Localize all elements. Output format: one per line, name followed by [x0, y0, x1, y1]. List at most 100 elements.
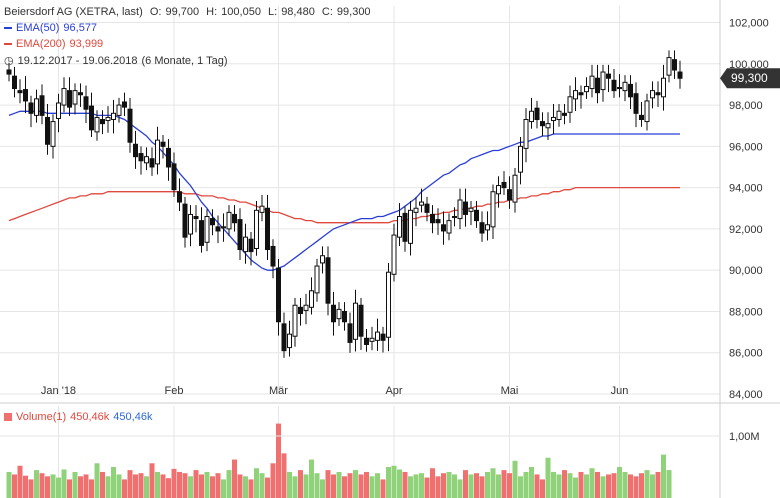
candle-body — [430, 213, 435, 224]
candle-body — [479, 222, 485, 234]
ema200-swatch — [4, 43, 12, 46]
x-tick-label: Jan '18 — [41, 385, 76, 397]
candle-body — [336, 308, 342, 320]
volume-bar — [639, 473, 644, 498]
volume-bar — [452, 474, 457, 498]
candle-body — [127, 108, 133, 143]
volume-bar — [237, 474, 243, 498]
volume-bar — [45, 476, 50, 498]
candle-body — [254, 209, 259, 250]
candle-body — [446, 220, 452, 234]
volume-label: Volume(1) — [16, 411, 67, 423]
candle-body — [595, 77, 600, 94]
candle-body — [600, 71, 606, 91]
candle-body — [287, 333, 292, 349]
volume-bar — [111, 467, 116, 498]
candle-body — [457, 199, 463, 220]
candle-body — [490, 191, 496, 228]
candle-body — [551, 116, 556, 122]
ema50-value: 96,577 — [63, 22, 98, 34]
volume-bar — [89, 479, 94, 498]
volume-bar — [430, 468, 435, 498]
y-tick-label: 96,000 — [729, 141, 763, 153]
candle-body — [155, 139, 160, 165]
candle-body — [138, 153, 144, 162]
high-value: 100,050 — [221, 6, 261, 18]
candle-body — [529, 110, 534, 123]
candle-body — [639, 114, 644, 121]
volume-swatch — [4, 413, 12, 422]
volume-bar — [364, 471, 369, 498]
candle-body — [144, 156, 149, 164]
ema200-value: 93,999 — [69, 38, 104, 50]
candle-body — [573, 90, 578, 100]
volume-bar — [435, 476, 441, 498]
candle-body — [375, 331, 380, 341]
volume-bar — [358, 474, 364, 498]
volume-bar — [221, 479, 226, 498]
candle-body — [534, 107, 540, 121]
candle-body — [199, 220, 204, 246]
period: (6 Monate, 1 Tag) — [141, 55, 228, 67]
volume-bar — [83, 474, 89, 498]
y-tick-label: 88,000 — [729, 306, 763, 318]
volume-bar — [397, 469, 402, 498]
date-range: 19.12.2017 - 19.06.2018 — [17, 55, 138, 67]
candle-body — [28, 102, 34, 114]
volume-bar — [254, 468, 259, 498]
volume-bar — [28, 479, 34, 498]
candle-body — [364, 337, 369, 345]
candle-body — [518, 145, 523, 173]
volume-bar — [204, 471, 210, 498]
volume-bar — [534, 474, 540, 498]
volume-bar — [67, 479, 72, 498]
candle-body — [562, 112, 567, 116]
volume-bar — [611, 473, 617, 498]
volume-bar — [419, 473, 424, 498]
candle-body — [567, 96, 573, 113]
ema200-line — [8, 186, 680, 224]
volume-bar — [6, 471, 12, 498]
y-tick-label: 84,000 — [729, 389, 763, 401]
volume-bar — [325, 470, 331, 498]
candle-body — [501, 181, 507, 189]
candle-body — [56, 102, 61, 119]
candle-body — [611, 79, 617, 92]
volume-bar — [545, 457, 551, 498]
volume-bar — [617, 467, 622, 498]
candle-body — [61, 88, 67, 106]
candle-body — [50, 121, 56, 147]
volume-bar — [512, 460, 518, 498]
volume-bar — [314, 473, 320, 498]
volume-badge-label: 450,46k — [731, 0, 775, 3]
y-tick-label: 102,000 — [729, 18, 769, 30]
candle-body — [633, 93, 639, 114]
candle-body — [281, 323, 287, 352]
candle-body — [677, 71, 683, 79]
candle-body — [507, 189, 512, 201]
x-tick-label: Mär — [269, 385, 288, 397]
volume-bar — [496, 474, 501, 498]
volume-bar — [100, 471, 105, 498]
candle-body — [100, 119, 105, 125]
candle-body — [402, 212, 408, 242]
volume-bar — [551, 471, 556, 498]
volume-value-1: 450,46k — [70, 411, 110, 423]
price-legend: Beiersdorf AG (XETRA, last) O: 99,700 H: 1… — [4, 6, 375, 18]
candle-body — [314, 265, 320, 294]
candle-body — [369, 337, 375, 342]
volume-bar — [78, 476, 83, 498]
clock-icon: ◷ — [4, 55, 14, 67]
candle-body — [468, 207, 474, 212]
candle-body — [672, 59, 677, 71]
candle-body — [650, 90, 655, 99]
volume-bar — [56, 477, 61, 498]
y-tick-label: 92,000 — [729, 224, 763, 236]
candle-body — [325, 257, 331, 304]
candle-body — [617, 87, 622, 90]
volume-bar — [12, 474, 17, 498]
candle-body — [248, 238, 254, 253]
y-tick-label: 90,000 — [729, 265, 763, 277]
price-badge — [720, 68, 780, 89]
candle-body — [6, 69, 12, 75]
